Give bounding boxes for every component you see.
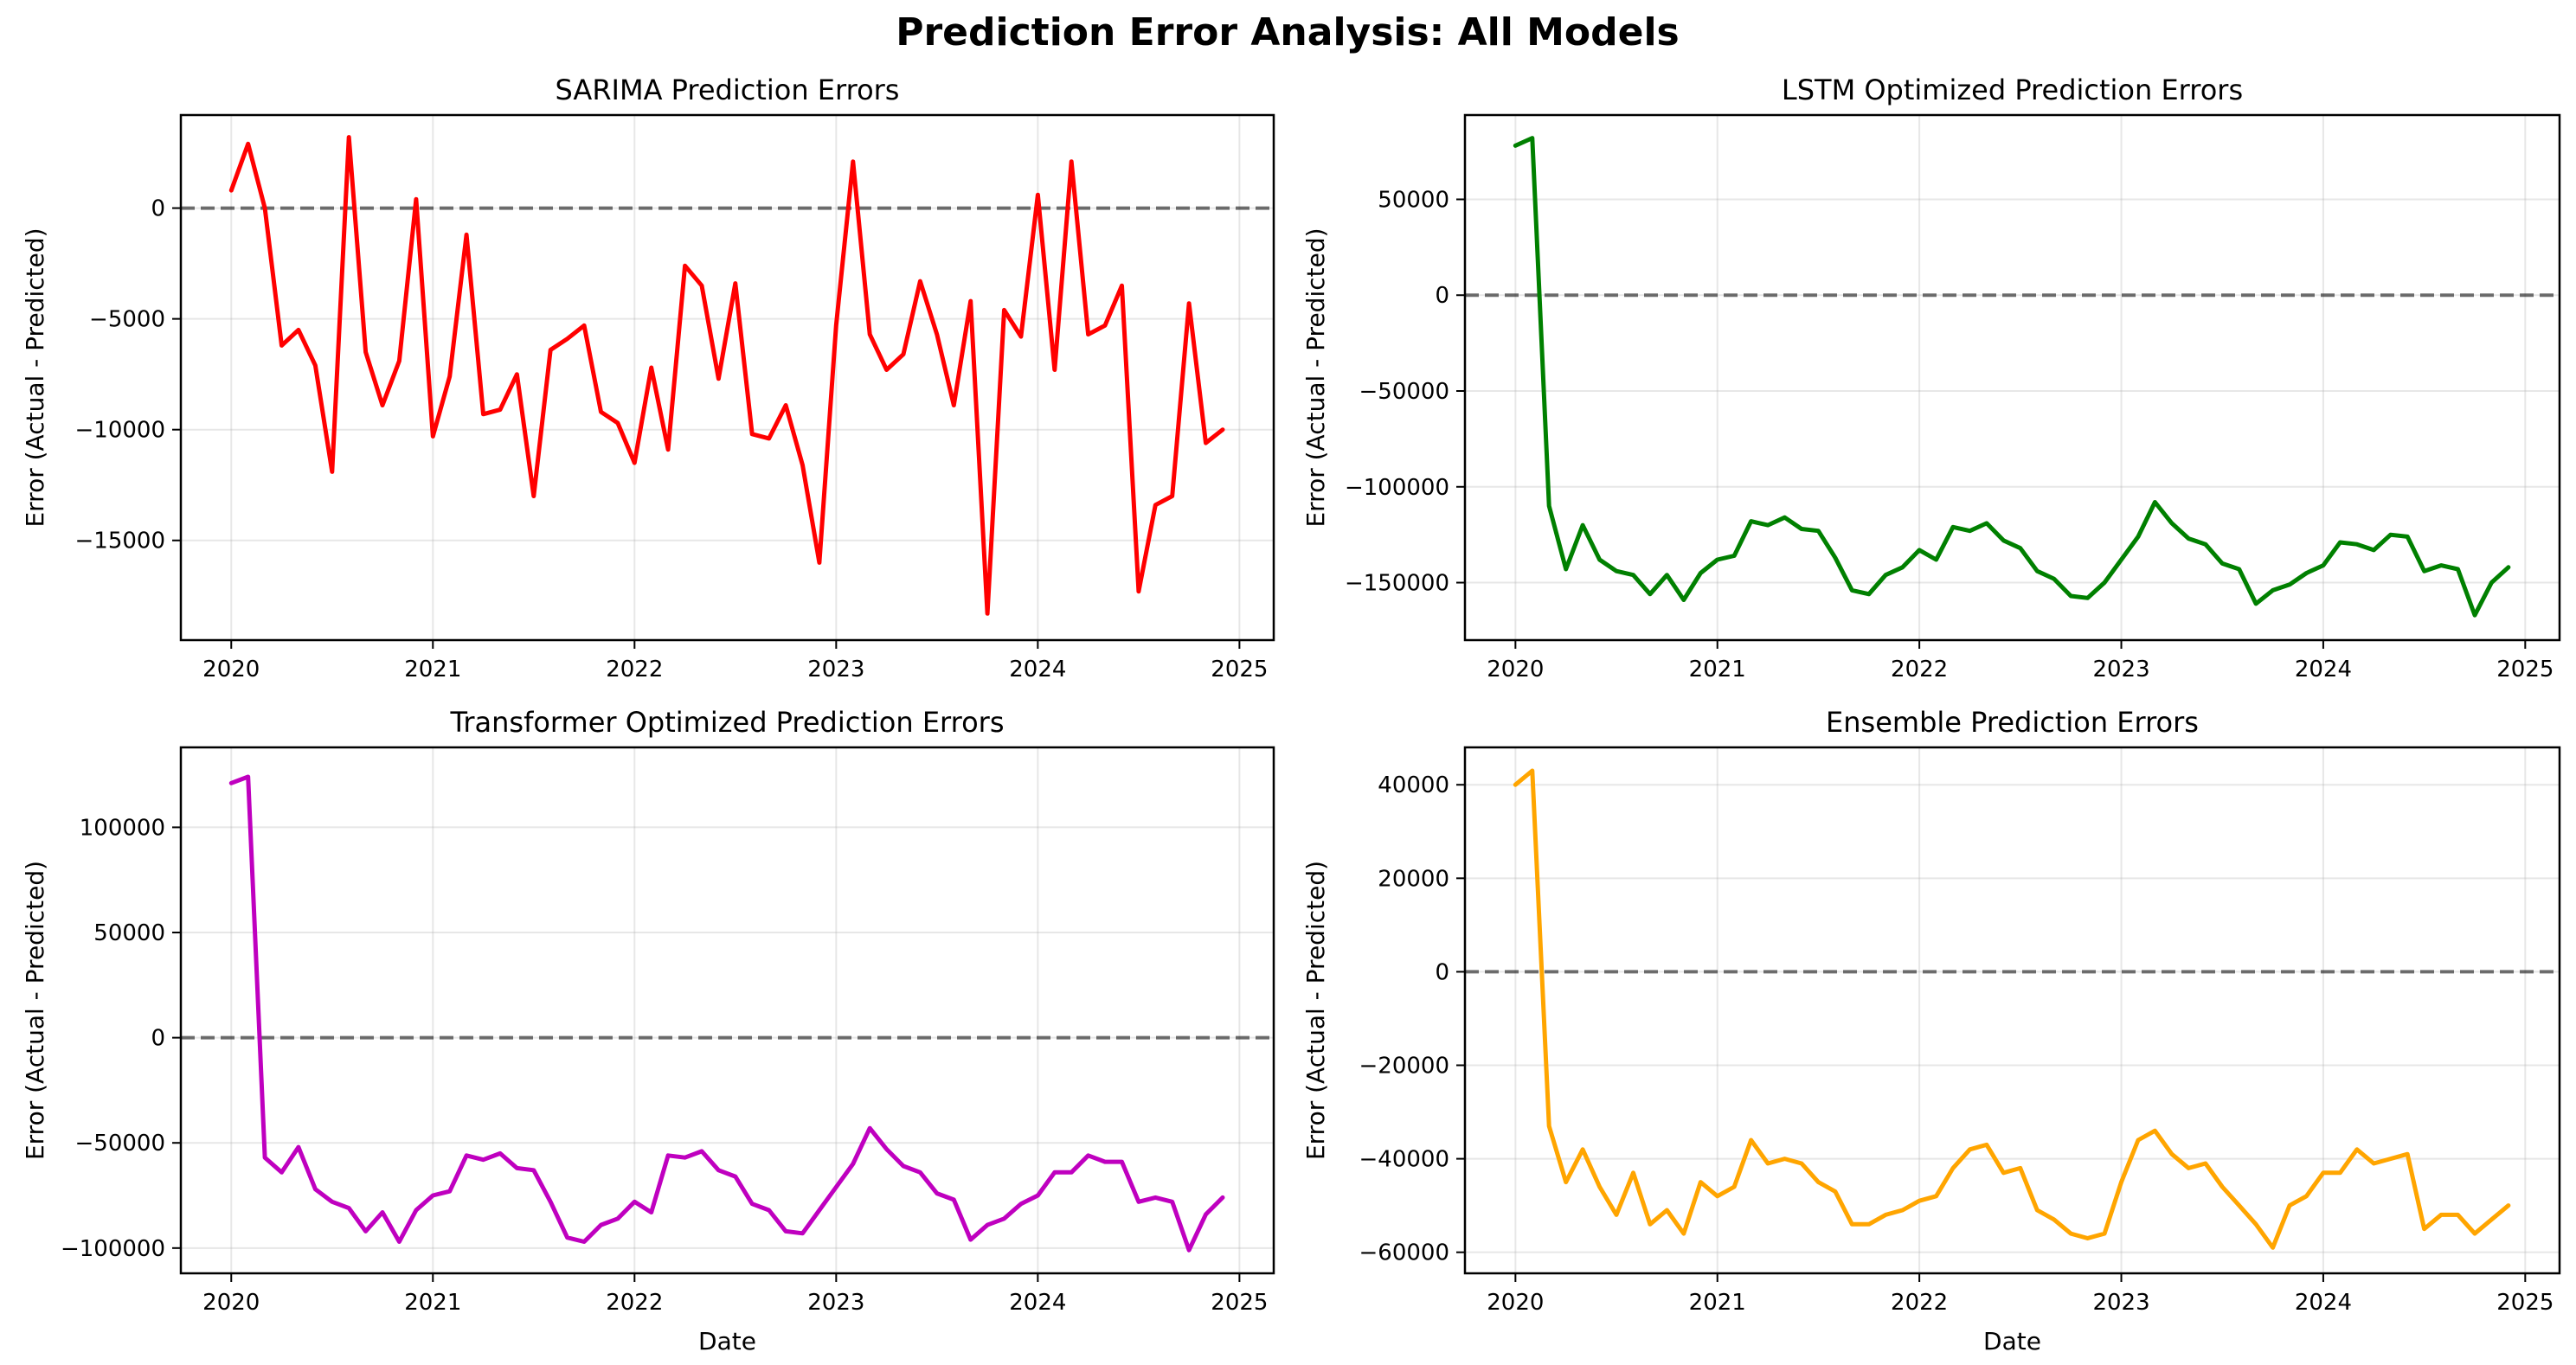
subplot-grid: 2020 2021 2022 2023 2024 2025 0 −5000 −10000 −150… [21,74,2561,1355]
ensemble-axes-frame [1463,746,2561,1275]
lstm-axes-frame [1463,113,2561,642]
transformer-axes-frame [179,746,1275,1275]
ensemble-y-tick-label: −40000 [1359,1147,1450,1173]
ensemble-subplot: 2020 2021 2022 2023 2024 2025 40000 20000 0 −2000… [1301,706,2561,1355]
ensemble-subplot-title: Ensemble Prediction Errors [1826,706,2199,739]
ensemble-x-tick-label: 2021 [1689,1290,1746,1316]
transformer-x-tick-label: 2021 [404,1290,461,1316]
ensemble-y-axis-label: Error (Actual - Predicted) [1301,861,1330,1160]
ensemble-x-tick-label: 2025 [2496,1290,2554,1316]
sarima-x-tick-label: 2022 [606,657,663,682]
lstm-subplot: 2020 2021 2022 2023 2024 2025 50000 0 −50000 −100… [1301,74,2561,682]
lstm-y-tick-label: −50000 [1359,379,1450,405]
sarima-x-tick-label: 2024 [1009,657,1066,682]
lstm-x-tick-label: 2023 [2092,657,2149,682]
ensemble-x-axis-label: Date [1983,1327,2041,1355]
sarima-y-tick-label: −5000 [89,307,165,333]
sarima-x-tick-label: 2020 [202,657,260,682]
ensemble-y-tick-label: 0 [1435,959,1449,985]
ensemble-x-tick-label: 2022 [1891,1290,1948,1316]
transformer-error-series-line [228,774,1225,1253]
ensemble-y-tick-label: −20000 [1359,1054,1450,1080]
sarima-y-tick-label: 0 [151,196,165,222]
ensemble-x-tick-label: 2024 [2295,1290,2352,1316]
transformer-y-tick-label: 100000 [80,815,165,841]
sarima-y-tick-label: −10000 [75,418,166,444]
lstm-error-series-line [1513,136,2511,618]
lstm-y-axis-label: Error (Actual - Predicted) [1301,228,1330,527]
sarima-x-tick-label: 2025 [1211,657,1268,682]
sarima-error-series-line [228,135,1225,616]
transformer-x-tick-label: 2024 [1009,1290,1066,1316]
transformer-x-tick-label: 2025 [1211,1290,1268,1316]
ensemble-y-tick-label: −60000 [1359,1240,1450,1266]
sarima-subplot-title: SARIMA Prediction Errors [556,74,900,106]
lstm-x-tick-label: 2025 [2496,657,2554,682]
transformer-subplot-title: Transformer Optimized Prediction Errors [450,706,1005,739]
sarima-x-tick-label: 2021 [404,657,461,682]
ensemble-x-tick-label: 2020 [1487,1290,1544,1316]
transformer-y-axis-label: Error (Actual - Predicted) [21,861,49,1160]
sarima-y-axis-label: Error (Actual - Predicted) [21,228,49,527]
transformer-y-tick-label: 0 [151,1026,165,1052]
sarima-y-tick-label: −15000 [75,529,166,554]
lstm-y-tick-label: 50000 [1378,187,1449,213]
sarima-x-tick-label: 2023 [807,657,864,682]
lstm-subplot-title: LSTM Optimized Prediction Errors [1782,74,2243,106]
lstm-x-tick-label: 2024 [2295,657,2352,682]
sarima-axes-frame [179,113,1275,642]
transformer-y-tick-label: −50000 [75,1131,166,1157]
ensemble-error-series-line [1513,768,2511,1250]
figure-title: Prediction Error Analysis: All Models [896,10,1680,54]
ensemble-x-tick-label: 2023 [2092,1290,2149,1316]
lstm-x-tick-label: 2020 [1487,657,1544,682]
lstm-y-tick-label: −150000 [1345,571,1449,597]
transformer-subplot: 2020 2021 2022 2023 2024 2025 100000 50000 0 −500… [21,706,1275,1355]
transformer-x-tick-label: 2020 [202,1290,260,1316]
transformer-y-tick-label: 50000 [93,920,165,946]
lstm-y-tick-label: −100000 [1345,475,1449,501]
ensemble-y-tick-label: 40000 [1378,772,1449,798]
transformer-y-tick-label: −100000 [61,1236,165,1262]
ensemble-y-tick-label: 20000 [1378,866,1449,892]
lstm-x-tick-label: 2022 [1891,657,1948,682]
lstm-y-tick-label: 0 [1435,283,1449,309]
sarima-subplot: 2020 2021 2022 2023 2024 2025 0 −5000 −10000 −150… [21,74,1275,682]
transformer-x-tick-label: 2022 [606,1290,663,1316]
lstm-x-tick-label: 2021 [1689,657,1746,682]
transformer-x-axis-label: Date [698,1327,756,1355]
transformer-x-tick-label: 2023 [807,1290,864,1316]
